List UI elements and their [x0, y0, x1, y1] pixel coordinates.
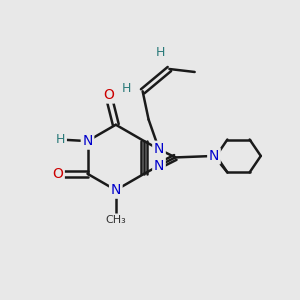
Text: N: N: [82, 134, 93, 148]
Text: N: N: [111, 183, 121, 197]
Text: O: O: [52, 167, 63, 181]
Text: H: H: [156, 46, 165, 59]
Text: N: N: [154, 142, 164, 156]
Text: O: O: [103, 88, 114, 102]
Text: CH₃: CH₃: [105, 215, 126, 225]
Text: N: N: [209, 149, 219, 163]
Text: N: N: [154, 159, 164, 172]
Text: H: H: [122, 82, 131, 95]
Text: H: H: [56, 133, 65, 146]
